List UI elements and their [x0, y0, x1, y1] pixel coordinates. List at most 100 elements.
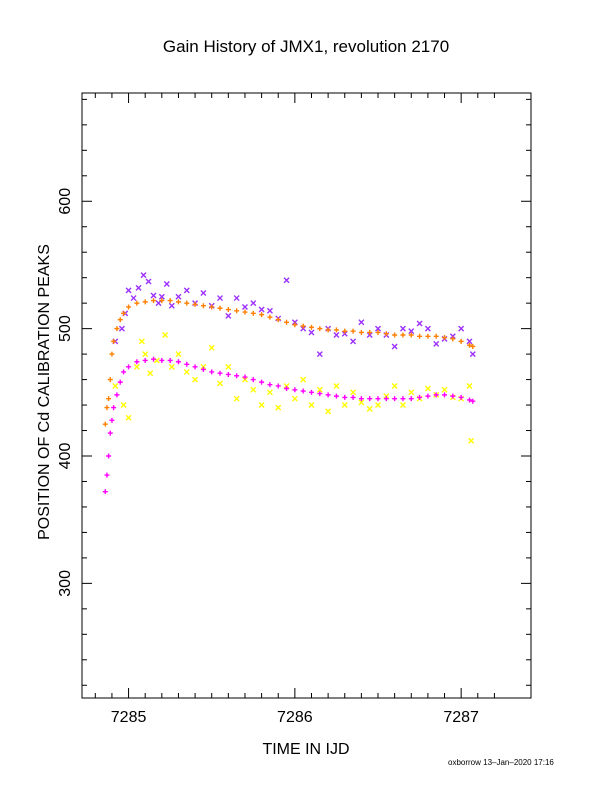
data-point — [106, 453, 112, 459]
data-point — [442, 335, 448, 341]
data-point — [183, 368, 190, 375]
data-point — [458, 325, 465, 332]
data-point — [250, 377, 256, 383]
data-point — [383, 331, 389, 337]
data-point — [466, 382, 473, 389]
footer-credit: oxborrow 13–Jan–2020 17:16 — [448, 758, 554, 767]
data-point — [267, 314, 273, 320]
data-point — [400, 396, 406, 402]
data-point — [300, 388, 306, 394]
data-point — [333, 327, 339, 333]
data-point — [117, 379, 123, 385]
data-point — [112, 382, 119, 389]
data-point — [242, 374, 248, 380]
data-point — [392, 332, 398, 338]
data-point — [292, 387, 298, 393]
data-point — [442, 392, 448, 398]
data-point — [168, 302, 175, 309]
data-point — [469, 351, 476, 358]
data-point — [308, 324, 314, 330]
y-tick-label: 500 — [57, 315, 74, 342]
data-point — [217, 295, 224, 302]
data-point — [266, 307, 273, 314]
data-point — [259, 379, 265, 385]
series-1 — [112, 272, 476, 358]
data-point — [308, 402, 315, 409]
data-point — [375, 325, 382, 332]
data-point — [241, 376, 248, 383]
data-point — [358, 319, 365, 326]
data-point — [441, 386, 448, 393]
y-tick-label: 300 — [57, 570, 74, 597]
data-point — [192, 301, 198, 307]
data-point — [383, 393, 390, 400]
data-point — [200, 289, 207, 296]
x-tick-label: 7286 — [277, 709, 313, 726]
data-point — [366, 332, 373, 338]
data-point — [250, 300, 257, 307]
data-point — [183, 287, 190, 294]
data-point — [118, 325, 125, 332]
data-point — [138, 338, 145, 345]
data-point — [433, 333, 439, 339]
data-point — [283, 277, 290, 284]
data-point — [125, 414, 132, 421]
data-point — [308, 329, 315, 336]
data-point — [200, 303, 206, 309]
series-3 — [112, 332, 475, 444]
data-point — [217, 380, 224, 387]
data-points — [102, 272, 476, 495]
data-point — [267, 382, 273, 388]
data-point — [325, 392, 331, 398]
data-point — [217, 305, 223, 311]
data-point — [450, 393, 456, 399]
data-point — [106, 396, 112, 402]
data-point — [466, 397, 472, 403]
data-point — [417, 333, 423, 339]
data-point — [209, 369, 215, 375]
data-point — [104, 472, 110, 478]
data-point — [134, 300, 140, 306]
data-point — [111, 405, 117, 411]
data-point — [366, 405, 373, 412]
data-point — [142, 351, 149, 358]
data-point — [408, 328, 415, 335]
data-point — [241, 303, 248, 310]
data-point — [358, 396, 364, 402]
data-point — [120, 402, 127, 409]
data-point — [159, 298, 165, 304]
data-point — [155, 300, 162, 307]
data-point — [416, 320, 423, 327]
data-point — [125, 287, 132, 294]
data-point — [126, 364, 132, 370]
data-point — [408, 396, 414, 402]
data-point — [145, 278, 152, 285]
data-point — [234, 308, 240, 314]
data-point — [107, 430, 113, 436]
data-point — [200, 363, 207, 370]
data-point — [470, 398, 476, 404]
data-point — [470, 343, 476, 349]
data-point — [150, 292, 157, 299]
y-axis-ticks: 300 400 500 600 — [57, 98, 531, 686]
data-point — [147, 370, 154, 377]
data-point — [333, 382, 340, 389]
data-point — [266, 389, 273, 396]
data-point — [102, 489, 108, 495]
data-point — [126, 304, 132, 310]
data-point — [391, 382, 398, 389]
data-point — [283, 382, 290, 389]
data-point — [167, 298, 173, 304]
data-point — [209, 304, 215, 310]
data-point — [284, 319, 290, 325]
data-point — [367, 396, 373, 402]
data-point — [175, 293, 182, 300]
y-tick-label: 400 — [57, 443, 74, 470]
data-point — [417, 394, 423, 400]
data-point — [275, 404, 282, 411]
data-point — [192, 376, 199, 383]
series-4 — [102, 356, 476, 495]
data-point — [333, 332, 340, 338]
data-point — [291, 319, 298, 326]
